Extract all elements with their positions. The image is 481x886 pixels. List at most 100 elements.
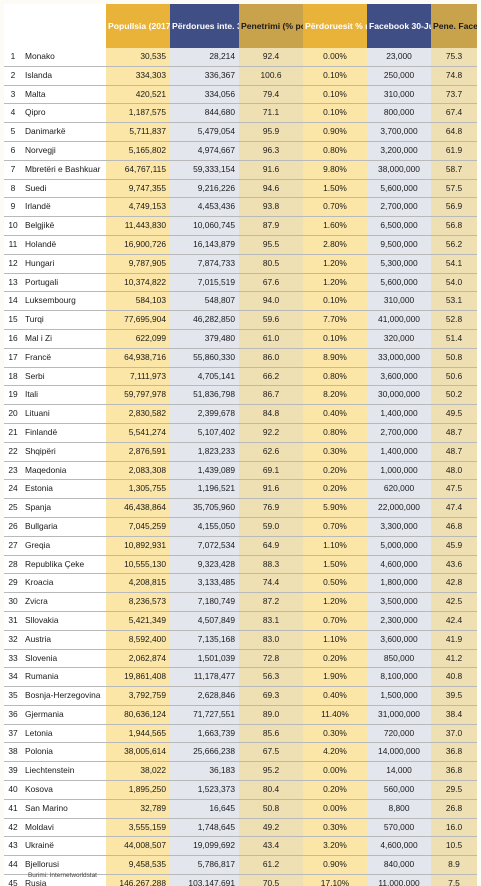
country-name: Zvicra (22, 592, 106, 612)
internet-users-cell: 10,060,745 (170, 216, 239, 236)
internet-users-cell: 25,666,238 (170, 742, 239, 763)
row-number: 35 (4, 686, 22, 706)
internet-users-cell: 548,807 (170, 291, 239, 312)
table-row: 32 Austria 8,592,400 7,135,168 83.0 1.10% 3,60… (4, 630, 477, 650)
row-number: 27 (4, 536, 22, 556)
facebook-users-cell: 5,300,000 (367, 254, 431, 274)
country-name: Bjellorusi (22, 855, 106, 876)
row-number: 13 (4, 273, 22, 293)
users-europe-cell: 0.70% (303, 197, 367, 218)
facebook-penetration-cell: 73.7 (431, 85, 477, 105)
country-name: Polonia (22, 742, 106, 763)
table-row: 21 Finlandë 5,541,274 5,107,402 92.2 0.80% 2,7… (4, 423, 477, 443)
table-row: 4 Qipro 1,187,575 844,680 71.1 0.10% 800,000 67… (4, 103, 477, 124)
facebook-penetration-cell: 36.8 (431, 742, 477, 763)
internet-users-cell: 5,786,817 (170, 855, 239, 876)
table-row: 40 Kosova 1,895,250 1,523,373 80.4 0.20% 560,0… (4, 780, 477, 800)
internet-users-cell: 103,147,691 (170, 874, 239, 886)
penetration-cell: 56.3 (239, 667, 303, 688)
table-row: 14 Luksembourg 584,103 548,807 94.0 0.10% 310,… (4, 291, 477, 312)
facebook-penetration-cell: 16.0 (431, 818, 477, 838)
internet-users-cell: 55,860,330 (170, 348, 239, 368)
country-name: Suedi (22, 179, 106, 199)
internet-users-cell: 334,056 (170, 85, 239, 105)
penetration-cell: 59.6 (239, 310, 303, 330)
facebook-users-cell: 850,000 (367, 649, 431, 669)
penetration-cell: 96.3 (239, 141, 303, 161)
country-name: Ukrainë (22, 836, 106, 857)
penetration-cell: 84.8 (239, 404, 303, 424)
table-row: 42 Moldavi 3,555,159 1,748,645 49.2 0.30% 570,… (4, 818, 477, 838)
internet-users-cell: 5,479,054 (170, 122, 239, 142)
facebook-users-cell: 30,000,000 (367, 385, 431, 406)
row-number: 16 (4, 329, 22, 349)
facebook-penetration-cell: 52.8 (431, 310, 477, 330)
population-cell: 46,438,864 (106, 498, 170, 518)
facebook-penetration-cell: 41.2 (431, 649, 477, 669)
facebook-users-cell: 8,100,000 (367, 667, 431, 688)
population-cell: 2,876,591 (106, 442, 170, 462)
facebook-penetration-cell: 7.5 (431, 874, 477, 886)
row-number: 5 (4, 122, 22, 142)
row-number: 10 (4, 216, 22, 236)
table-row: 26 Bullgaria 7,045,259 4,155,050 59.0 0.70% 3,… (4, 517, 477, 537)
users-europe-cell: 8.90% (303, 348, 367, 368)
population-cell: 1,305,755 (106, 479, 170, 500)
table-row: 25 Spanja 46,438,864 35,705,960 76.9 5.90% 22,… (4, 498, 477, 518)
penetration-cell: 85.6 (239, 724, 303, 744)
population-cell: 19,861,408 (106, 667, 170, 688)
facebook-users-cell: 14,000,000 (367, 742, 431, 763)
table-row: 15 Turqi 77,695,904 46,282,850 59.6 7.70% 41,0… (4, 310, 477, 330)
table-row: 1 Monako 30,535 28,214 92.4 0.00% 23,000 75.3 (4, 48, 477, 67)
population-cell: 5,165,802 (106, 141, 170, 161)
penetration-cell: 92.2 (239, 423, 303, 443)
population-cell: 2,062,874 (106, 649, 170, 669)
penetration-cell: 100.6 (239, 66, 303, 86)
facebook-users-cell: 14,000 (367, 761, 431, 782)
row-number: 36 (4, 705, 22, 725)
penetration-cell: 87.2 (239, 592, 303, 612)
table-row: 23 Maqedonia 2,083,308 1,439,089 69.1 0.20% 1,… (4, 461, 477, 481)
table-row: 20 Lituani 2,830,582 2,399,678 84.8 0.40% 1,40… (4, 404, 477, 424)
country-name: Holandë (22, 235, 106, 255)
internet-users-cell: 1,748,645 (170, 818, 239, 838)
country-name: Kosova (22, 780, 106, 800)
population-cell: 80,636,124 (106, 705, 170, 725)
internet-users-cell: 4,453,436 (170, 197, 239, 218)
facebook-users-cell: 1,400,000 (367, 404, 431, 424)
country-name: Letonia (22, 724, 106, 744)
population-cell: 77,695,904 (106, 310, 170, 330)
country-name: Monako (22, 48, 106, 67)
facebook-penetration-cell: 47.5 (431, 479, 477, 500)
population-cell: 584,103 (106, 291, 170, 312)
penetration-cell: 74.4 (239, 573, 303, 594)
internet-users-cell: 4,974,667 (170, 141, 239, 161)
population-cell: 8,592,400 (106, 630, 170, 650)
population-cell: 10,892,931 (106, 536, 170, 556)
penetration-cell: 80.5 (239, 254, 303, 274)
users-europe-cell: 1.10% (303, 536, 367, 556)
table-row: 43 Ukrainë 44,008,507 19,099,692 43.4 3.20% 4,… (4, 836, 477, 857)
facebook-users-cell: 3,200,000 (367, 141, 431, 161)
internet-users-cell: 2,628,846 (170, 686, 239, 706)
penetration-cell: 95.9 (239, 122, 303, 142)
facebook-penetration-cell: 37.0 (431, 724, 477, 744)
internet-users-cell: 4,155,050 (170, 517, 239, 537)
table-row: 30 Zvicra 8,236,573 7,180,749 87.2 1.20% 3,500… (4, 592, 477, 612)
penetration-cell: 61.2 (239, 855, 303, 876)
row-number: 17 (4, 348, 22, 368)
users-europe-cell: 0.10% (303, 85, 367, 105)
penetration-cell: 79.4 (239, 85, 303, 105)
users-europe-cell: 2.80% (303, 235, 367, 255)
facebook-users-cell: 1,000,000 (367, 461, 431, 481)
facebook-penetration-cell: 50.8 (431, 348, 477, 368)
table-row: 3 Malta 420,521 334,056 79.4 0.10% 310,000 73.7 (4, 85, 477, 105)
row-number: 29 (4, 573, 22, 594)
population-cell: 4,749,153 (106, 197, 170, 218)
population-cell: 16,900,726 (106, 235, 170, 255)
users-europe-cell: 0.00% (303, 48, 367, 67)
row-number: 11 (4, 235, 22, 255)
country-name: Estonia (22, 479, 106, 500)
internet-users-cell: 2,399,678 (170, 404, 239, 424)
country-name: Liechtenstein (22, 761, 106, 782)
